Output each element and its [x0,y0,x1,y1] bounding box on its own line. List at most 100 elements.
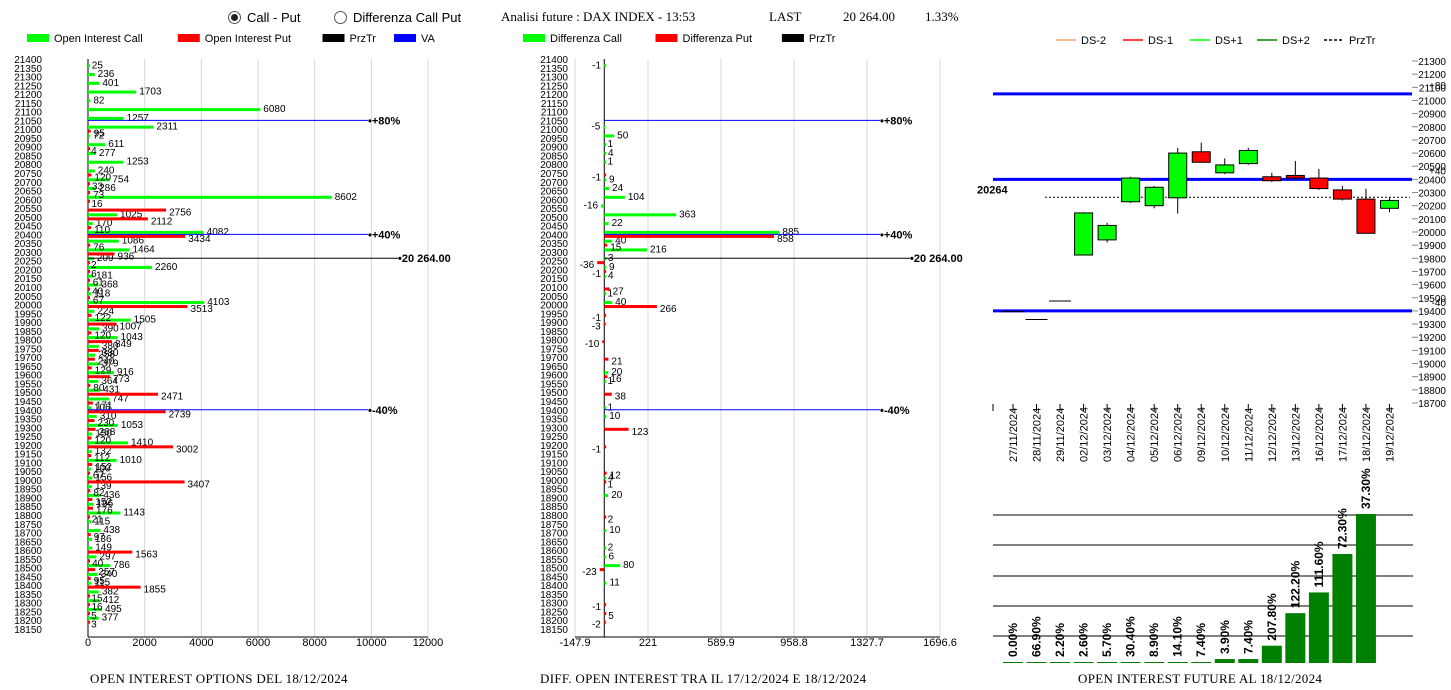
diff-oi-bar-put [604,427,629,431]
diff-oi-y-tick: 19600 [540,371,568,382]
oi-options-y-tick: 18200 [14,616,42,627]
diff-oi-y-tick: 18600 [540,546,568,557]
oi-future-bar [1261,645,1282,663]
oi-options-bar-label: 6 [91,269,97,280]
oi-options-bar-label: 3434 [188,234,211,245]
oi-options-bar-call [88,178,110,182]
diff-oi-bar-label: 16 [610,374,622,385]
diff-oi-y-tick: 19400 [540,406,568,417]
oi-options-bar-call [88,493,101,497]
diff-oi-bar-put [604,603,607,607]
diff-oi-legend-swatch [655,34,678,42]
oi-options-bar-label: 438 [103,525,120,536]
oi-options-bar-label: 849 [115,339,132,350]
oi-options-bar-label: 368 [101,280,118,291]
oi-options-bar-call [88,388,101,392]
oi-options-bar-label: 1410 [131,437,154,448]
candle-y-tick: 19500 [1418,294,1446,305]
candle-body [1356,198,1376,234]
oi-options-bar-label: 230 [98,418,115,429]
oi-options-bar-put [88,208,167,212]
diff-oi-y-tick: 20850 [540,151,568,162]
oi-options-bar-label: 118 [94,288,110,299]
candle-va-label: +40 [1429,166,1446,177]
oi-options-bar-put [88,427,96,431]
oi-options-bar-put [88,173,92,177]
candle-body [1238,149,1258,165]
candle-y-tick: 20100 [1418,215,1446,226]
oi-options-bar-label: 773 [113,374,130,385]
diff-oi-ref-label: •+80% [880,115,913,127]
oi-options-x-tick: 10000 [356,637,387,649]
diff-oi-bar-call [604,222,609,226]
oi-options-bar-call [88,283,99,287]
diff-oi-bar-label: 1 [607,157,613,168]
differenza-radio[interactable]: Differenza Call Put [334,10,461,25]
oi-options-bar-call [88,151,96,155]
diff-oi-y-tick: 18300 [540,599,568,610]
diff-oi-bar-label: 22 [612,218,624,229]
oi-options-y-tick: 18850 [14,502,42,513]
diff-oi-bar-put [604,471,607,475]
oi-options-bar-call [88,344,99,348]
diff-oi-bar-label: 1 [607,139,613,150]
oi-options-bar-call [88,450,92,454]
diff-oi-bar-call [604,555,607,559]
oi-options-bar-put [88,445,174,449]
oi-options-bar-label: 106 [94,402,111,413]
diff-oi-legend-label: Differenza Call [550,33,622,45]
oi-options-bar-label: 4082 [207,227,230,238]
oi-options-y-tick: 20500 [14,213,42,224]
oi-future-bar-label: 66.90% [1030,616,1044,657]
oi-options-bar-label: 80 [93,383,105,394]
oi-options-bar-label: 2756 [169,208,192,219]
oi-options-bar-put [88,392,159,396]
oi-options-bar-put [88,305,188,309]
oi-options-bar-put [88,603,90,607]
oi-options-bar-label: 2471 [161,392,184,403]
call-put-radio[interactable]: Call - Put [228,10,300,25]
oi-options-y-tick: 18400 [14,581,42,592]
oi-future-bar-label: 30.40% [1124,616,1138,657]
oi-options-bar-call [88,125,154,129]
oi-options-bar-label: 754 [112,174,129,185]
oi-options-bar-label: 132 [95,446,112,457]
oi-options-bar-put [88,261,90,265]
diff-oi-bar-call [604,151,607,155]
oi-options-y-tick: 20250 [14,257,42,268]
diff-oi-bar-label: 20 [611,490,623,501]
call-put-radio-label: Call - Put [247,10,301,25]
oi-options-bar-label: 115 [94,516,110,527]
candle-body [1074,212,1094,256]
oi-options-bar-label: 156 [95,472,112,483]
diff-oi-bar-call [604,292,607,296]
diff-oi-bar-label: -2 [592,620,601,631]
oi-options-bar-label: 136 [95,534,112,545]
oi-options-bar-call [88,476,93,480]
candle-x-tick: 06/12/2024 [1173,407,1185,462]
oi-options-bar-call [88,599,100,603]
oi-future-bar [1167,662,1188,663]
oi-options-y-tick: 19550 [14,379,42,390]
oi-options-bar-label: 15 [91,593,103,604]
oi-options-bar-call [88,108,261,112]
oi-options-y-tick: 21000 [14,125,42,136]
oi-options-bar-label: 401 [102,78,119,89]
candle-y-tick: 20700 [1418,136,1446,147]
oi-future-bar-label: 2.60% [1077,623,1091,657]
diff-oi-y-tick: 19050 [540,467,568,478]
diff-oi-bar-label: 2 [608,543,614,554]
diff-oi-bar-put [602,340,605,344]
oi-options-bar-put [88,313,92,317]
diff-oi-bar-call [604,415,607,419]
diff-oi-bar-label: 15 [610,243,622,254]
diff-oi-bar-label: -3 [592,322,601,333]
oi-options-bar-call [88,590,99,594]
oi-options-y-tick: 20200 [14,265,42,276]
oi-options-bar-label: 196 [97,499,114,510]
oi-options-bar-call [88,309,95,313]
oi-options-y-tick: 18150 [14,625,42,636]
oi-options-legend-label: PrzTr [350,33,377,45]
diff-oi-bar-label: 4 [608,271,614,282]
oi-options-bar-put [88,322,117,326]
